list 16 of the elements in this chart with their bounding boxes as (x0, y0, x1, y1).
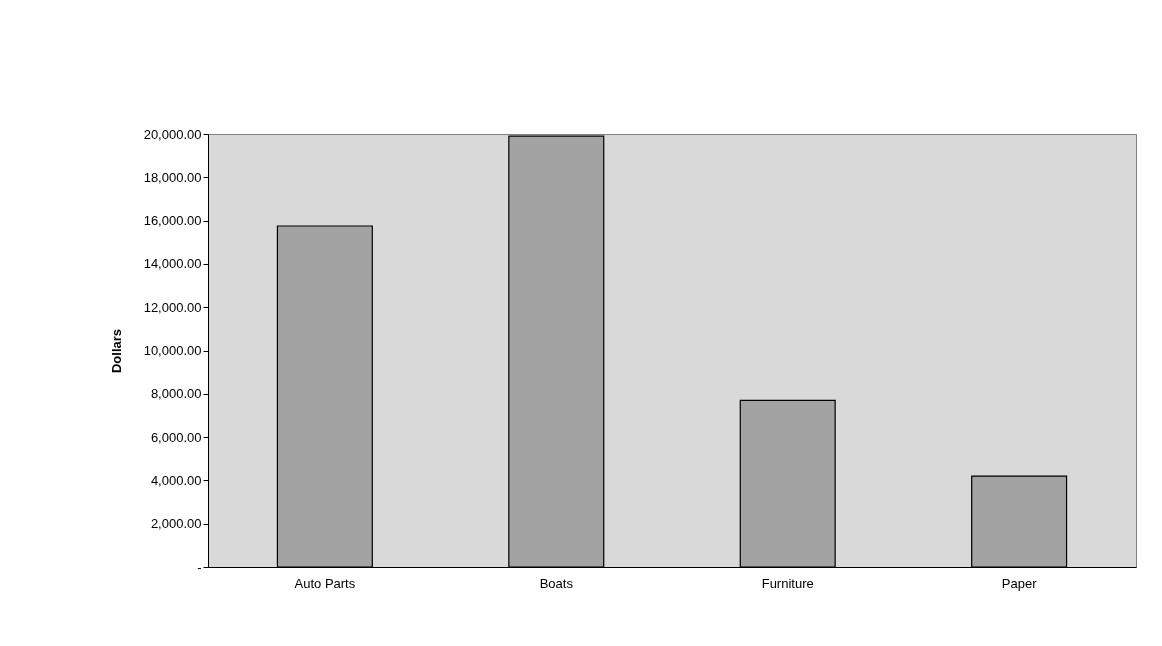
x-tick-label: Paper (1001, 575, 1038, 591)
y-tick-label: 12,000.00 (143, 299, 202, 315)
y-tick-label: 6,000.00 (150, 429, 202, 445)
x-tick-label: Boats (539, 575, 574, 591)
y-tick-label: 8,000.00 (150, 386, 202, 402)
x-tick-label: Furniture (761, 575, 814, 591)
y-tick-label: 4,000.00 (150, 472, 202, 488)
y-tick-label: 18,000.00 (143, 169, 202, 185)
y-tick-label: 2,000.00 (150, 516, 202, 532)
y-tick-label: 14,000.00 (143, 256, 202, 272)
y-axis-title: Dollars (108, 328, 124, 374)
y-tick-label: - (197, 559, 202, 575)
y-tick-label: 16,000.00 (143, 213, 202, 229)
y-tick-label: 20,000.00 (143, 126, 202, 142)
y-tick-label: 10,000.00 (143, 343, 202, 358)
x-tick-label: Auto Parts (294, 575, 356, 591)
